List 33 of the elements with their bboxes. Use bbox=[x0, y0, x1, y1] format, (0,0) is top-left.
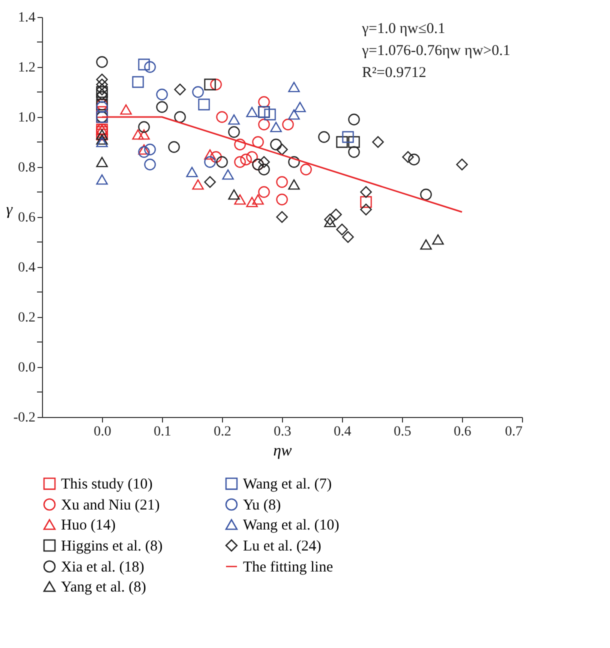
x-tick-label: 0.1 bbox=[154, 424, 172, 440]
legend-label: Wang et al. (10) bbox=[243, 518, 340, 534]
annotation: γ=1.076-0.76ηw ηw>0.1 bbox=[361, 43, 510, 59]
x-tick-label: 0.6 bbox=[454, 424, 472, 440]
x-tick-label: 0.5 bbox=[394, 424, 412, 440]
x-tick-label: 0.7 bbox=[505, 424, 522, 440]
legend-label: Lu et al. (24) bbox=[243, 538, 322, 554]
annotation: γ=1.0 ηw≤0.1 bbox=[361, 21, 446, 37]
legend-label: Wang et al. (7) bbox=[243, 476, 332, 493]
y-tick-label: 1.4 bbox=[18, 10, 36, 26]
y-tick-label: 0.8 bbox=[18, 160, 36, 176]
y-tick-label: -0.2 bbox=[13, 410, 36, 426]
x-axis-title: ηw bbox=[273, 442, 292, 460]
legend-label: The fitting line bbox=[243, 560, 334, 576]
x-tick-label: 0.0 bbox=[94, 424, 112, 440]
x-tick-label: 0.2 bbox=[214, 424, 232, 440]
y-tick-label: 1.2 bbox=[18, 60, 36, 76]
y-tick-label: 0.4 bbox=[18, 260, 36, 276]
y-tick-label: 0.0 bbox=[18, 360, 36, 376]
legend-label: Higgins et al. (8) bbox=[61, 538, 163, 554]
legend-label: Yu (8) bbox=[243, 498, 281, 514]
legend-label: Huo (14) bbox=[61, 518, 116, 534]
legend-label: This study (10) bbox=[61, 476, 153, 493]
y-tick-label: 1.0 bbox=[18, 110, 36, 126]
legend-label: Xu and Niu (21) bbox=[61, 498, 160, 514]
legend-label: Xia et al. (18) bbox=[61, 560, 144, 576]
legend-label: Yang et al. (8) bbox=[61, 580, 146, 596]
y-tick-label: 0.6 bbox=[18, 210, 36, 226]
y-tick-label: 0.2 bbox=[18, 310, 36, 326]
x-tick-label: 0.3 bbox=[274, 424, 292, 440]
annotation: R²=0.9712 bbox=[362, 65, 426, 81]
x-tick-label: 0.4 bbox=[334, 424, 352, 440]
y-axis-title: γ bbox=[6, 202, 14, 218]
